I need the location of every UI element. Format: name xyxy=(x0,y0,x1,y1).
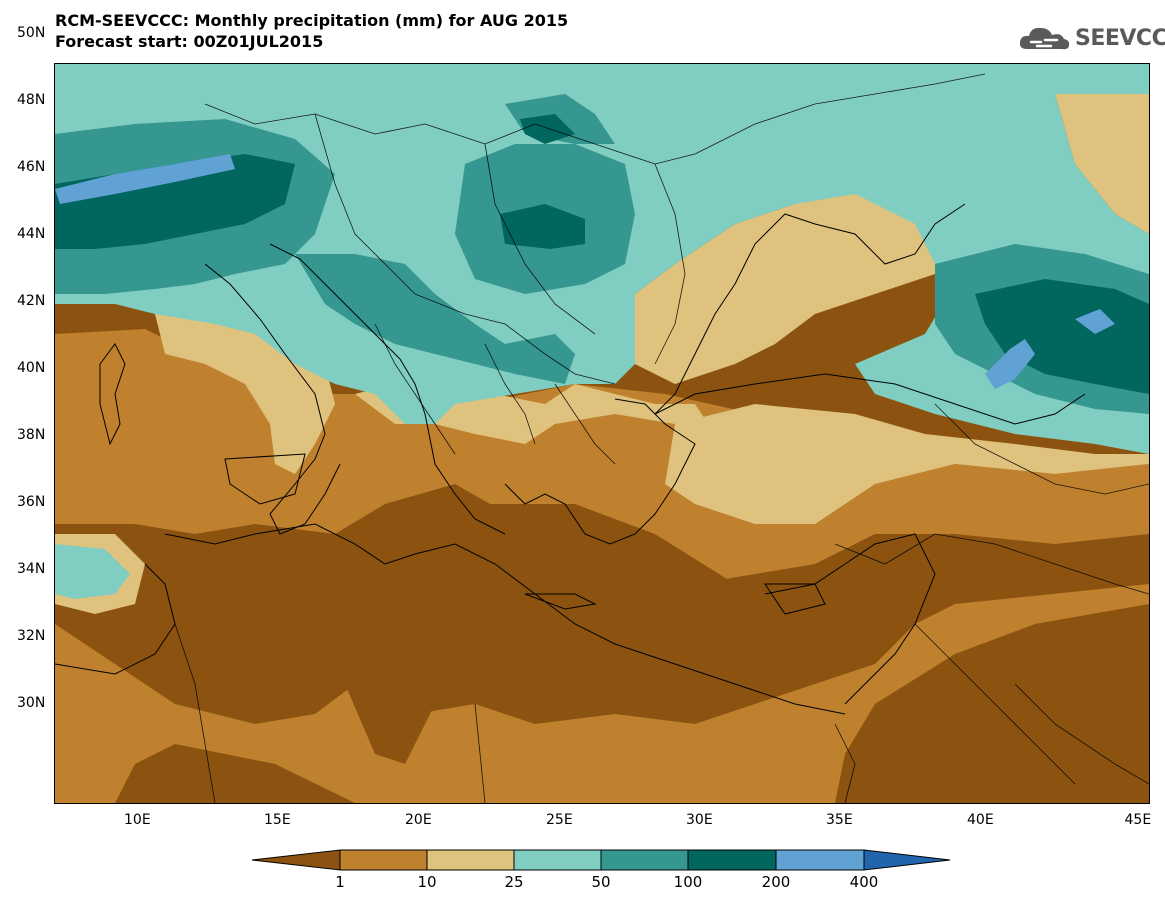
title-line-2: Forecast start: 00Z01JUL2015 xyxy=(55,32,324,51)
colorbar-label: 100 xyxy=(673,873,703,891)
very-wet-field-carpathian xyxy=(500,204,585,249)
extreme-field-alps xyxy=(55,154,235,204)
light-field-caspian xyxy=(1055,64,1149,234)
logo-text: SEEVCCC xyxy=(1075,25,1165,51)
y-tick-label: 40N xyxy=(17,360,46,376)
y-tick-label: 34N xyxy=(17,561,46,577)
y-tick-label: 48N xyxy=(17,92,46,108)
x-tick-label: 20E xyxy=(405,812,432,828)
colorbar-label: 25 xyxy=(504,873,524,891)
dry-field xyxy=(55,329,1149,584)
y-tick-label: 44N xyxy=(17,226,46,242)
coastlines xyxy=(55,203,1086,715)
y-tick-label: 38N xyxy=(17,427,46,443)
colorbar-label: 1 xyxy=(335,873,345,891)
x-tick-label: 30E xyxy=(686,812,713,828)
very-wet-field-caucasus xyxy=(975,279,1149,394)
dry-field-africa xyxy=(155,504,775,764)
precipitation-map xyxy=(54,63,1150,804)
very-wet-field-north xyxy=(520,114,575,144)
map-title: RCM-SEEVCCC: Monthly precipitation (mm) … xyxy=(55,10,568,52)
wet-field-balkans xyxy=(295,254,575,384)
y-tick-label: 50N xyxy=(17,25,46,41)
colorbar-segment xyxy=(426,849,515,871)
y-tick-label: 36N xyxy=(17,494,46,510)
y-tick-label: 42N xyxy=(17,293,46,309)
colorbar-arrow-left xyxy=(251,849,341,871)
x-tick-label: 40E xyxy=(967,812,994,828)
x-tick-label: 10E xyxy=(124,812,151,828)
colorbar-segment xyxy=(513,849,602,871)
y-tick-label: 32N xyxy=(17,628,46,644)
dry-field-southwest xyxy=(115,744,355,803)
colorbar-label: 200 xyxy=(761,873,791,891)
colorbar-segment xyxy=(600,849,689,871)
cloud-icon xyxy=(1019,27,1070,50)
colorbar-segment xyxy=(687,849,777,871)
colorbar-segment xyxy=(775,849,865,871)
colorbar-label: 50 xyxy=(591,873,611,891)
x-tick-label: 35E xyxy=(826,812,853,828)
light-field-pontic xyxy=(635,184,955,384)
colorbar-segment xyxy=(339,849,428,871)
light-field-anatolia xyxy=(665,404,1149,524)
x-tick-label: 15E xyxy=(264,812,291,828)
country-borders xyxy=(174,73,1149,803)
colorbar-label: 400 xyxy=(849,873,879,891)
colorbar-label: 10 xyxy=(417,873,437,891)
x-tick-label: 45E xyxy=(1124,812,1152,828)
moderate-field-tunisia-coast xyxy=(55,544,130,599)
extreme-field-caucasus xyxy=(985,339,1035,389)
map-canvas xyxy=(55,64,1149,803)
x-tick-label: 25E xyxy=(546,812,573,828)
seevccc-logo: SEEVCCC xyxy=(1017,20,1165,56)
dry-field-southeast xyxy=(835,604,1149,803)
y-tick-label: 30N xyxy=(17,695,46,711)
title-line-1: RCM-SEEVCCC: Monthly precipitation (mm) … xyxy=(55,11,569,30)
y-tick-label: 46N xyxy=(17,159,46,175)
extreme-field-caucasus-2 xyxy=(1075,309,1115,334)
colorbar-arrow-right xyxy=(863,849,951,871)
